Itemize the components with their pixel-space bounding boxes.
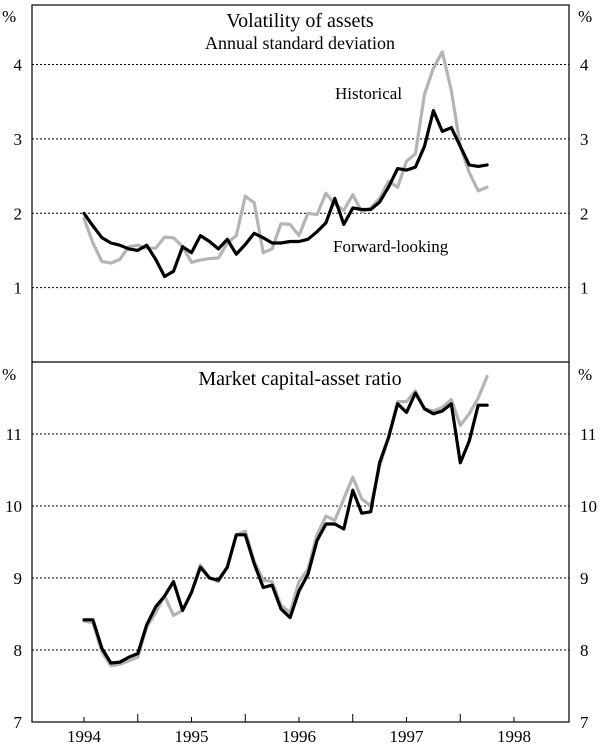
bottom-series-line-black <box>82 391 489 665</box>
bottom-y-tick-label-right: 7 <box>580 713 589 732</box>
x-tick-label: 1997 <box>390 727 425 746</box>
series-label-historical: Historical <box>335 84 402 103</box>
x-axis-ticks: 1994 1995 1996 1997 1998 <box>67 714 531 746</box>
bottom-y-tick-label-left: 7 <box>14 713 23 732</box>
top-series-lines <box>82 50 489 279</box>
top-series-line-forward-looking <box>82 108 489 279</box>
top-y-tick-label-right: 3 <box>580 130 589 149</box>
top-tick-labels: 1 1 2 2 3 3 4 4 <box>14 56 590 298</box>
top-y-tick-label-left: 2 <box>14 204 23 223</box>
bottom-unit-right: % <box>578 365 592 384</box>
x-tick-label: 1995 <box>175 727 209 746</box>
top-panel-title: Volatility of assets <box>226 10 374 32</box>
bottom-y-tick-label-right: 10 <box>580 497 597 516</box>
bottom-series-line-grey <box>82 374 489 668</box>
top-y-tick-label-left: 3 <box>14 130 23 149</box>
series-label-forward-looking: Forward-looking <box>333 237 449 256</box>
top-panel-subtitle: Annual standard deviation <box>205 33 395 53</box>
bottom-y-tick-label-left: 10 <box>5 497 22 516</box>
bottom-y-tick-label-right: 11 <box>580 425 596 444</box>
x-tick-label: 1994 <box>67 727 102 746</box>
x-tick-label: 1996 <box>282 727 316 746</box>
bottom-panel-title: Market capital-asset ratio <box>198 368 401 390</box>
top-series-line-historical <box>82 50 489 265</box>
top-y-tick-label-right: 4 <box>580 56 589 75</box>
top-gridlines <box>32 64 569 289</box>
bottom-y-tick-label-right: 9 <box>580 569 589 588</box>
bottom-series-lines <box>82 374 489 668</box>
top-unit-left: % <box>2 7 16 26</box>
bottom-y-tick-label-left: 8 <box>14 641 23 660</box>
bottom-y-tick-label-left: 9 <box>14 569 23 588</box>
bottom-y-tick-label-right: 8 <box>580 641 589 660</box>
top-y-tick-label-left: 1 <box>14 279 23 298</box>
top-unit-right: % <box>578 7 592 26</box>
top-y-tick-label-left: 4 <box>14 56 23 75</box>
bottom-tick-labels: 7 7 8 8 9 9 10 10 11 11 <box>5 425 597 732</box>
top-y-tick-label-right: 2 <box>580 204 589 223</box>
bottom-gridlines <box>32 433 569 651</box>
bottom-y-tick-label-left: 11 <box>6 425 22 444</box>
chart-frame <box>31 4 570 723</box>
bottom-unit-left: % <box>2 365 16 384</box>
top-y-tick-label-right: 1 <box>580 279 589 298</box>
x-tick-label: 1998 <box>497 727 531 746</box>
